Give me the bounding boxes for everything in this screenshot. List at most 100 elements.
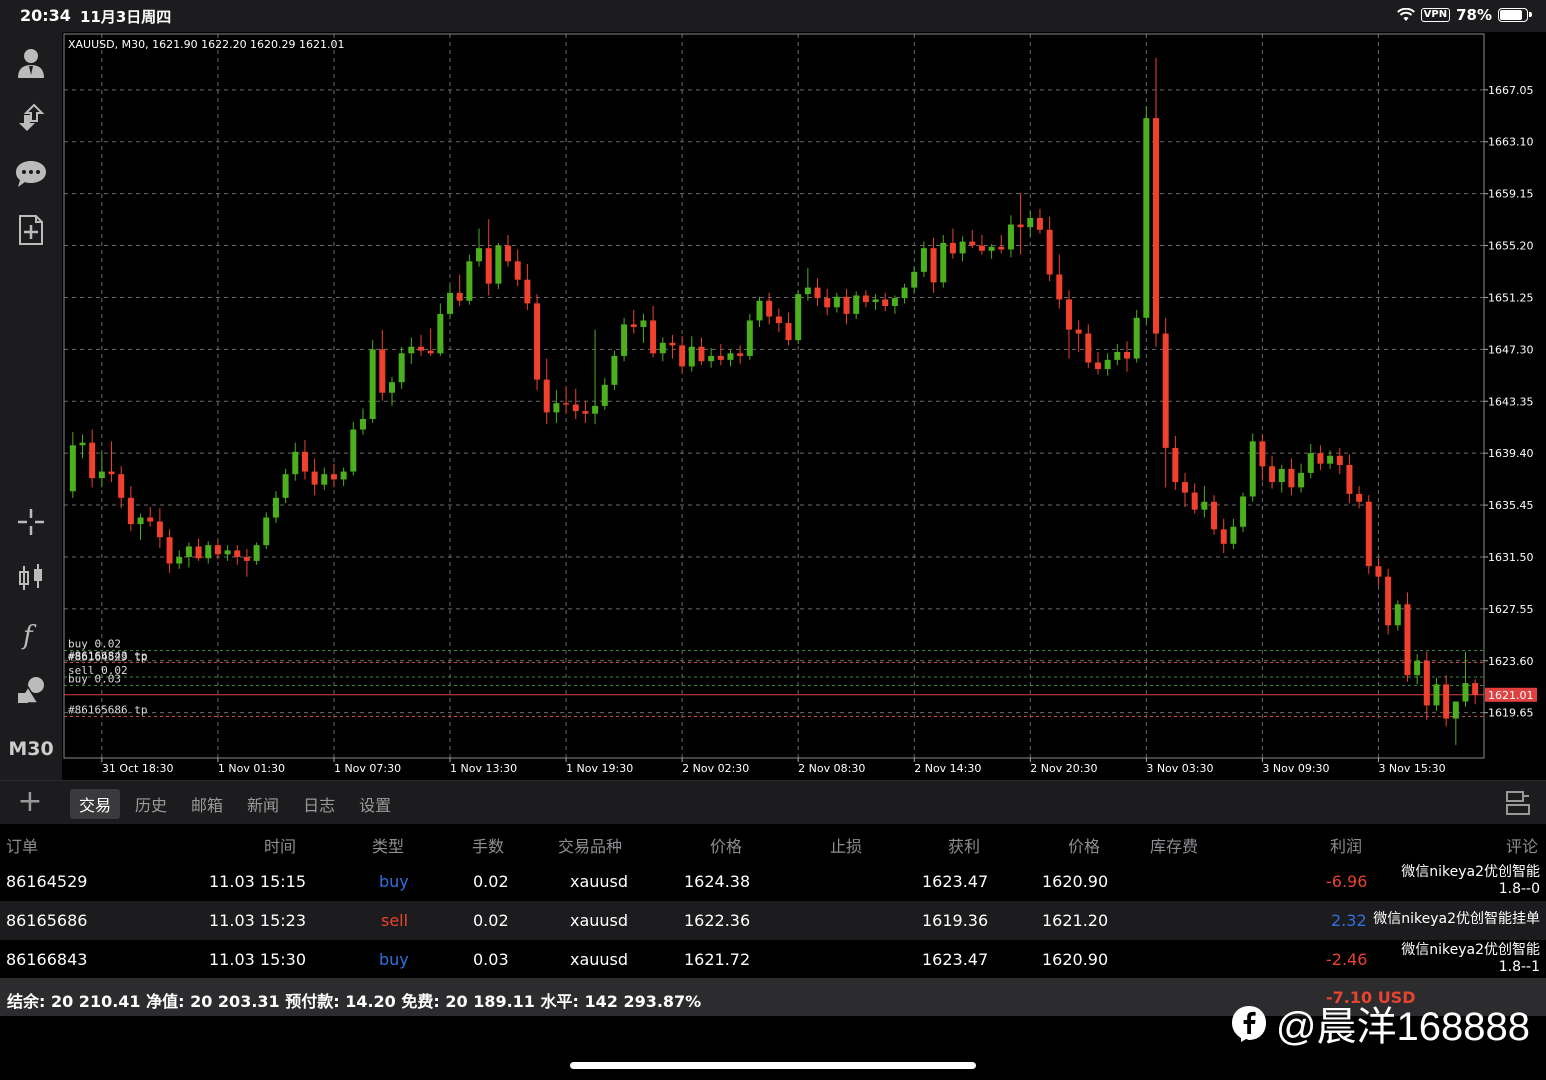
tab-mailbox[interactable]: 邮箱 — [191, 796, 224, 815]
tab-trade[interactable]: 交易 — [70, 789, 121, 819]
candle-body — [1249, 441, 1256, 497]
candle-body — [698, 346, 705, 362]
objects-icon[interactable] — [11, 670, 51, 710]
col-current-price: 价格 — [1068, 837, 1101, 856]
candle-body — [630, 324, 637, 328]
time-label: 1 Nov 13:30 — [450, 762, 517, 775]
candle-body — [379, 349, 386, 393]
table-row[interactable]: 86165686 11.03 15:23 sell 0.02 xauusd 16… — [0, 901, 1546, 940]
time-label: 2 Nov 14:30 — [914, 762, 981, 775]
candle-body — [398, 353, 405, 383]
candle-body — [1365, 501, 1372, 567]
time-label: 1 Nov 01:30 — [218, 762, 285, 775]
candle-body — [708, 355, 715, 362]
layout-icon[interactable] — [1504, 789, 1532, 817]
bid-price-label: 1621.01 — [1488, 689, 1534, 702]
time-label: 3 Nov 09:30 — [1262, 762, 1329, 775]
candle-body — [514, 261, 521, 280]
open-time: 11.03 15:30 — [209, 950, 306, 969]
trade-table-header: 订单 时间 类型 手数 交易品种 价格 止损 获利 价格 库存费 利润 评论 — [0, 824, 1546, 862]
candle-body — [524, 279, 531, 304]
chat-icon[interactable] — [11, 154, 51, 194]
indicator-f-icon[interactable]: f — [11, 614, 51, 654]
table-row[interactable]: 86166843 11.03 15:30 buy 0.03 xauusd 162… — [0, 940, 1546, 979]
price-label: 1623.60 — [1488, 655, 1534, 668]
add-icon[interactable]: + — [17, 784, 43, 819]
candle-body — [775, 316, 782, 324]
candles-icon[interactable] — [11, 558, 51, 598]
order-type: buy — [379, 950, 409, 969]
order-id: 86166843 — [6, 950, 88, 969]
col-symbol: 交易品种 — [558, 837, 623, 856]
lots: 0.02 — [473, 911, 509, 930]
candle-body — [543, 379, 550, 413]
lots: 0.02 — [473, 872, 509, 891]
candle-body — [563, 403, 570, 405]
candle-body — [1288, 468, 1295, 488]
logo-icon — [1231, 1006, 1266, 1042]
price-axis: 1667.05 1663.10 1659.15 1655.20 1651.25 1647.… — [1484, 84, 1537, 720]
account-summary: 结余: 20 210.41 净值: 20 203.31 预付款: 14.20 免… — [0, 978, 1546, 1016]
new-order-icon[interactable] — [11, 210, 51, 250]
lots: 0.03 — [473, 950, 509, 969]
account-icon[interactable] — [11, 42, 51, 82]
candle-body — [1269, 466, 1276, 483]
order-level-label: #86164529 tp — [68, 650, 147, 663]
candle-body — [969, 241, 976, 246]
candle-body — [505, 245, 512, 262]
tab-journal[interactable]: 日志 — [303, 796, 336, 815]
total-profit: -7.10 USD — [1326, 988, 1416, 1007]
tab-history[interactable]: 历史 — [135, 796, 168, 815]
price-label: 1619.65 — [1488, 707, 1534, 720]
candle-body — [901, 287, 908, 299]
candle-body — [466, 261, 473, 301]
home-indicator[interactable] — [570, 1062, 976, 1069]
candle-body — [843, 296, 850, 314]
crosshair-icon[interactable] — [11, 502, 51, 542]
time-label: 3 Nov 15:30 — [1378, 762, 1445, 775]
profit: -2.46 — [1326, 950, 1368, 969]
order-comment: 微信nikeya2优创智能 1.8--0 — [1401, 864, 1540, 897]
candle-body — [1124, 351, 1130, 359]
candle-body — [592, 405, 599, 414]
candle-body — [1036, 217, 1043, 230]
timeframe-button[interactable]: M30 — [8, 738, 54, 760]
time-axis: 31 Oct 18:30 1 Nov 01:30 1 Nov 07:30 1 Nov … — [101, 758, 1446, 775]
candle-body — [263, 517, 270, 546]
candle-body — [1472, 683, 1479, 695]
open-price: 1621.72 — [684, 950, 751, 969]
candle-body — [1027, 217, 1034, 228]
tab-news[interactable]: 新闻 — [247, 796, 280, 815]
candle-body — [959, 241, 966, 254]
time-label: 1 Nov 07:30 — [334, 762, 401, 775]
table-row[interactable]: 86164529 11.03 15:15 buy 0.02 xauusd 162… — [0, 862, 1546, 901]
battery-percent: 78% — [1456, 6, 1492, 24]
col-type: 类型 — [372, 837, 405, 856]
candle-body — [1278, 468, 1285, 483]
candle-body — [166, 537, 173, 564]
price-label: 1659.15 — [1488, 188, 1534, 201]
candle-body — [814, 287, 821, 299]
candle-body — [98, 471, 105, 479]
candle-body — [388, 382, 395, 393]
symbol: xauusd — [570, 911, 629, 930]
candle-body — [127, 497, 134, 525]
open-price: 1624.38 — [684, 872, 751, 891]
candle-body — [659, 342, 666, 354]
col-time: 时间 — [264, 837, 297, 856]
candle-body — [350, 429, 357, 472]
trade-arrows-icon[interactable] — [11, 98, 51, 138]
candle-body — [795, 294, 802, 341]
tab-settings[interactable]: 设置 — [359, 796, 392, 815]
candle-body — [1182, 482, 1189, 493]
price-label: 1627.55 — [1488, 603, 1534, 616]
candle-body — [427, 350, 434, 354]
candle-body — [301, 451, 308, 472]
status-right: VPN 78% — [1396, 6, 1532, 24]
candle-body — [601, 384, 608, 406]
price-label: 1663.10 — [1488, 136, 1534, 149]
candle-body — [1104, 359, 1111, 370]
candle-body — [1423, 660, 1430, 706]
